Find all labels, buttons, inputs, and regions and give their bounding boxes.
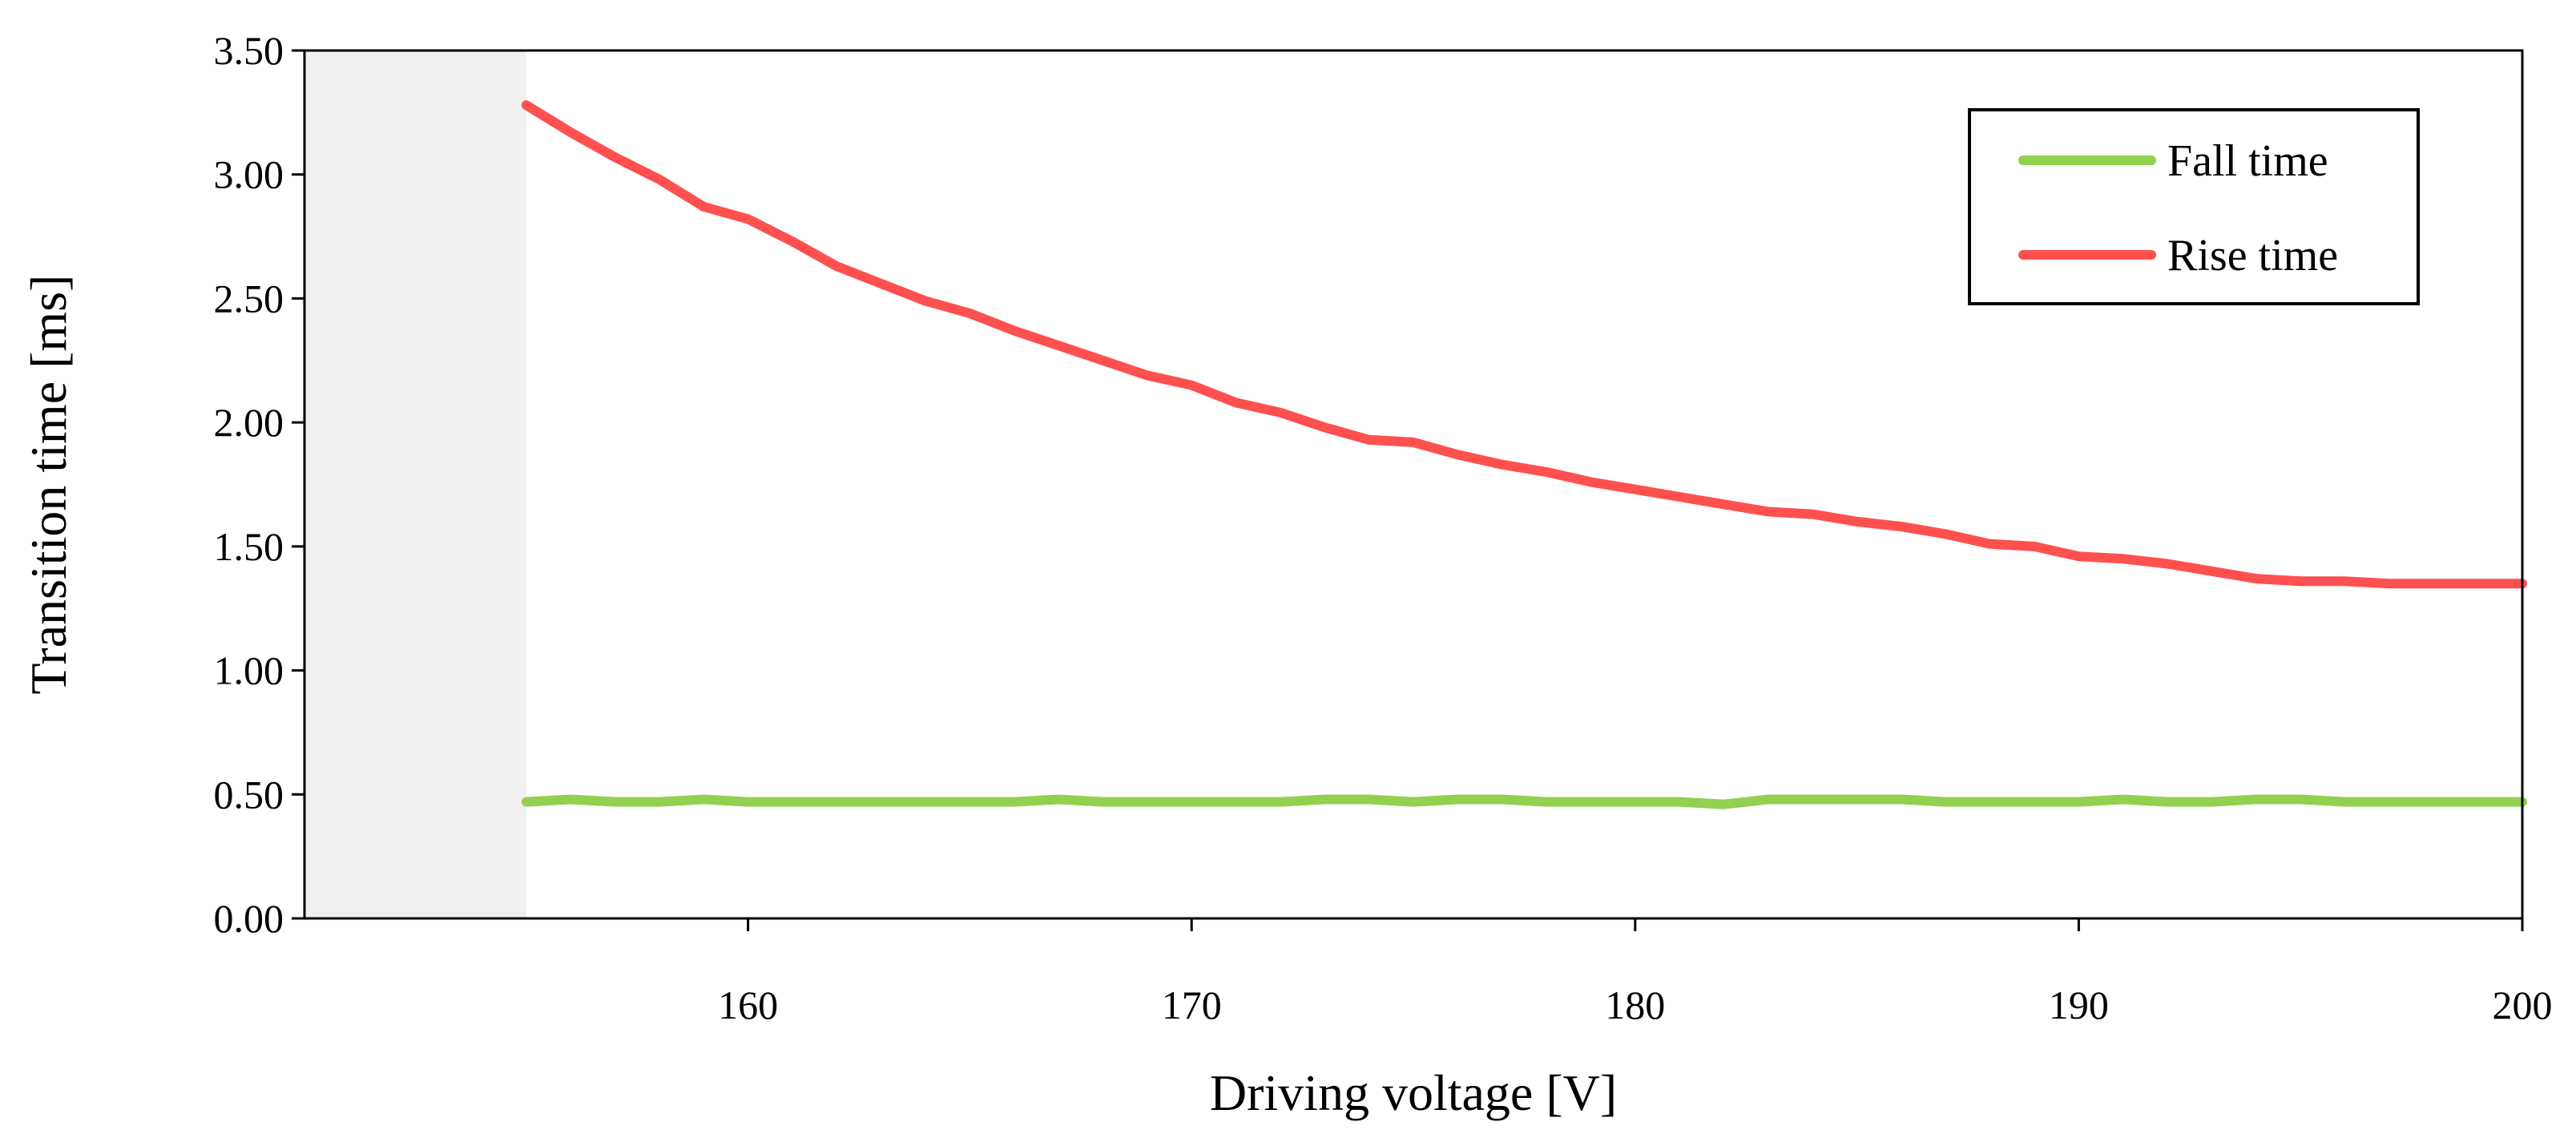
x-tick-label: 170 xyxy=(1162,983,1222,1027)
legend: Fall time Rise time xyxy=(1968,108,2420,305)
y-tick-label: 0.00 xyxy=(214,896,284,941)
legend-label-rise-time: Rise time xyxy=(2167,231,2338,280)
x-tick-label: 190 xyxy=(2049,983,2109,1027)
shaded-region xyxy=(304,50,526,918)
y-tick-label: 1.00 xyxy=(214,648,284,693)
series-line-fall-time xyxy=(521,794,2527,809)
y-tick-label: 2.00 xyxy=(214,400,284,445)
y-tick-label: 3.50 xyxy=(214,28,284,73)
y-tick-label: 2.50 xyxy=(214,276,284,321)
y-tick-label: 0.50 xyxy=(214,772,284,817)
series-layer xyxy=(521,100,2527,809)
y-axis-title: Transition time [ms] xyxy=(20,275,77,695)
x-tick-label: 160 xyxy=(718,983,778,1027)
series-line-rise-time xyxy=(521,100,2527,589)
plot-area-frame xyxy=(303,49,2524,920)
legend-label-fall-time: Fall time xyxy=(2167,136,2328,186)
legend-box xyxy=(1968,108,2420,305)
x-tick-label: 200 xyxy=(2493,983,2553,1027)
shaded-region-layer xyxy=(304,50,526,918)
y-tick-label: 3.00 xyxy=(214,152,284,197)
x-tick-label: 180 xyxy=(1605,983,1665,1027)
tick-layer: 0.00 0.50 1.00 1.50 2.00 2.50 3.00 3.50 160 170 18… xyxy=(214,28,2553,1027)
y-tick-label: 1.50 xyxy=(214,524,284,569)
x-axis-title: Driving voltage [V] xyxy=(1210,1064,1617,1121)
